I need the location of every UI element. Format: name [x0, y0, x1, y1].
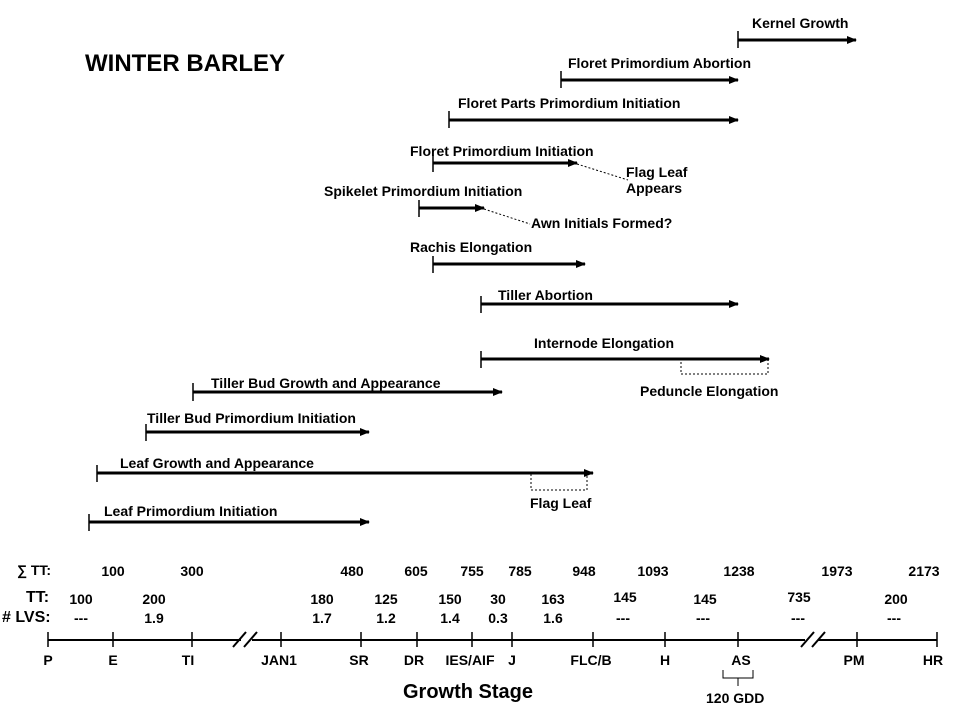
rachis-elongation-label: Rachis Elongation — [410, 239, 533, 255]
sum-tt-value: 785 — [508, 563, 532, 579]
tt-value: 163 — [541, 591, 565, 607]
lvs-value: --- — [887, 610, 901, 626]
lvs-value: 0.3 — [488, 610, 508, 626]
tt-value: 735 — [787, 589, 811, 605]
lvs-value: 1.7 — [312, 610, 332, 626]
flag-leaf-appears-note: Flag Leaf Appears — [626, 164, 688, 196]
sum-tt-value: 1973 — [821, 563, 853, 579]
stage-label: AS — [731, 652, 751, 668]
lvs-value: 1.2 — [376, 610, 396, 626]
sum-tt-value: 480 — [340, 563, 364, 579]
tt-value: 145 — [693, 591, 717, 607]
tt-value: 200 — [884, 591, 908, 607]
floret-primordium-initiation-label: Floret Primordium Initiation — [410, 143, 594, 159]
stage-label: DR — [403, 652, 425, 668]
stage-label: FLC/B — [570, 652, 612, 668]
sum-tt-value: 605 — [404, 563, 428, 579]
stage-label: JAN1 — [261, 652, 297, 668]
peduncle-elongation-note: Peduncle Elongation — [640, 383, 779, 399]
sum-tt-value: 100 — [101, 563, 125, 579]
tt-value: 30 — [490, 591, 506, 607]
dotted-leaders — [483, 163, 769, 491]
sum-tt-value: 300 — [180, 563, 204, 579]
lvs-value: --- — [74, 610, 88, 626]
sum-tt-value: 1238 — [723, 563, 755, 579]
tiller-bud-primordium-label: Tiller Bud Primordium Initiation — [147, 410, 356, 426]
flag-leaf-note: Flag Leaf — [530, 495, 592, 511]
kernel-growth-label: Kernel Growth — [752, 15, 849, 31]
tt-row-label: TT: — [26, 589, 50, 606]
leaf-growth-label: Leaf Growth and Appearance — [120, 455, 314, 471]
lvs-value: --- — [696, 610, 710, 626]
gdd-bracket — [722, 670, 754, 686]
process-arrows — [88, 31, 857, 531]
stage-label: PM — [843, 652, 865, 668]
stage-label: IES/AIF — [445, 652, 495, 668]
stage-label: H — [659, 652, 671, 668]
sum-tt-row-label: ∑ TT: — [17, 562, 52, 578]
tt-value: 100 — [69, 591, 93, 607]
tt-value: 200 — [142, 591, 166, 607]
stage-label: HR — [922, 652, 944, 668]
tt-value: 180 — [310, 591, 334, 607]
tt-value: 125 — [374, 591, 398, 607]
stage-label: TI — [181, 652, 195, 668]
sum-tt-value: 1093 — [637, 563, 669, 579]
growth-axis — [48, 631, 937, 648]
diagram-title: WINTER BARLEY — [85, 50, 285, 77]
floret-parts-primordium-initiation-label: Floret Parts Primordium Initiation — [458, 95, 681, 111]
stage-label: J — [508, 652, 516, 668]
lvs-value: --- — [791, 610, 805, 626]
tt-value: 145 — [613, 589, 637, 605]
tiller-abortion-label: Tiller Abortion — [498, 287, 593, 303]
axis-ticks — [47, 632, 938, 647]
awn-initials-note: Awn Initials Formed? — [531, 215, 673, 231]
leaf-primordium-label: Leaf Primordium Initiation — [104, 503, 278, 519]
lvs-value: 1.6 — [543, 610, 563, 626]
internode-elongation-label: Internode Elongation — [534, 335, 674, 351]
lvs-row-label: # LVS: — [2, 609, 51, 626]
gdd-label: 120 GDD — [706, 690, 765, 706]
axis-title: Growth Stage — [403, 681, 534, 703]
lvs-value: 1.9 — [144, 610, 164, 626]
tiller-bud-growth-label: Tiller Bud Growth and Appearance — [211, 375, 441, 391]
sum-tt-value: 948 — [572, 563, 596, 579]
stage-label: P — [43, 652, 53, 668]
tt-value: 150 — [438, 591, 462, 607]
sum-tt-value: 755 — [460, 563, 484, 579]
lvs-value: 1.4 — [440, 610, 460, 626]
floret-primordium-abortion-label: Floret Primordium Abortion — [568, 55, 752, 71]
spikelet-primordium-initiation-label: Spikelet Primordium Initiation — [324, 183, 523, 199]
sum-tt-value: 2173 — [908, 563, 940, 579]
lvs-value: --- — [616, 610, 630, 626]
stage-label: SR — [349, 652, 369, 668]
stage-label: E — [108, 652, 118, 668]
